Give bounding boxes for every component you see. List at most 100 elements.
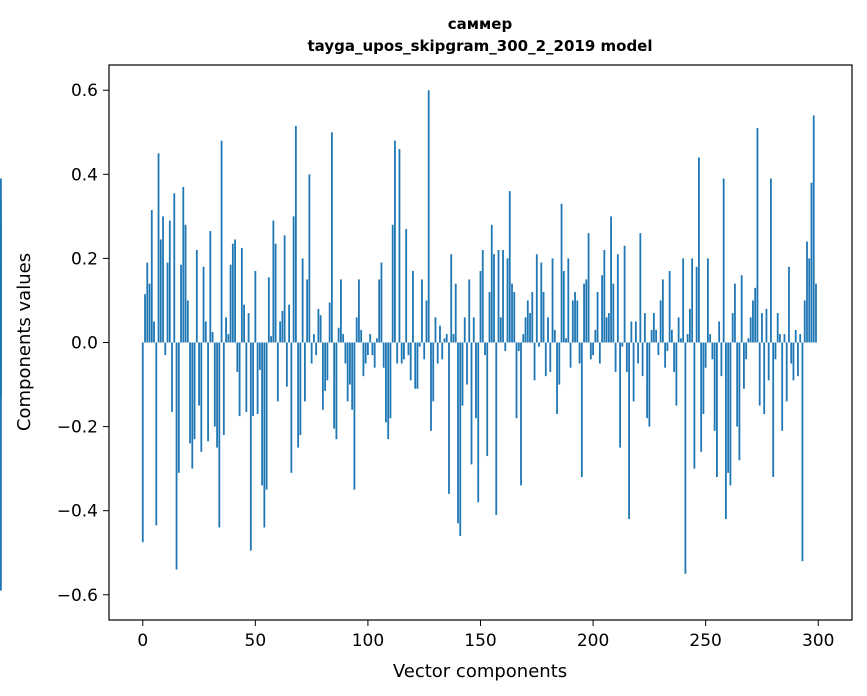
- bar: [779, 334, 781, 343]
- bar: [504, 342, 507, 351]
- x-tick-label: 300: [802, 631, 834, 651]
- bar: [641, 342, 644, 377]
- bar: [355, 317, 358, 343]
- bar: [601, 275, 603, 343]
- bar: [556, 342, 558, 414]
- bar: [385, 342, 387, 423]
- bar: [349, 342, 351, 385]
- bar: [459, 342, 462, 536]
- bar: [310, 342, 313, 364]
- bar: [207, 342, 209, 442]
- bar: [281, 310, 284, 343]
- bar: [502, 250, 504, 343]
- bar: [583, 283, 585, 343]
- bar: [621, 342, 624, 347]
- bar: [686, 334, 689, 343]
- bar: [331, 132, 333, 343]
- bar: [484, 342, 486, 356]
- bar: [297, 342, 300, 448]
- bar: [738, 342, 741, 461]
- bar: [340, 279, 342, 343]
- bar: [283, 235, 286, 343]
- bar: [394, 140, 396, 343]
- bar: [213, 342, 216, 427]
- x-tick-label: 250: [689, 631, 721, 651]
- bar: [337, 327, 340, 343]
- bar: [763, 342, 766, 414]
- bar: [623, 245, 626, 343]
- bar: [704, 342, 707, 368]
- bar: [675, 342, 678, 406]
- x-tick-label: 50: [245, 631, 267, 651]
- bar: [774, 342, 777, 360]
- bar: [211, 331, 214, 343]
- bar: [709, 334, 712, 343]
- bar: [547, 317, 549, 343]
- bar: [585, 279, 588, 343]
- bar: [790, 342, 793, 364]
- bar: [418, 342, 421, 347]
- y-tick-label: 0.4: [71, 165, 98, 185]
- bar: [173, 193, 176, 343]
- bar: [693, 342, 696, 469]
- bar: [308, 174, 311, 343]
- bar: [499, 317, 502, 343]
- bar: [767, 342, 770, 381]
- bar: [421, 279, 423, 343]
- bar: [184, 224, 187, 343]
- y-axis: 0.6 0.4 0.2 0.0 −0.2 −0.4 −0.6: [57, 81, 109, 606]
- bar: [734, 283, 736, 343]
- bar: [603, 250, 606, 343]
- bar: [497, 250, 500, 343]
- bar: [387, 342, 390, 440]
- bar: [468, 279, 471, 343]
- bar: [607, 313, 610, 343]
- bar: [698, 157, 700, 343]
- bar: [439, 325, 441, 343]
- bar: [643, 313, 646, 343]
- x-axis-label: Vector components: [393, 661, 567, 682]
- bar: [695, 266, 698, 343]
- bar: [202, 266, 205, 343]
- bar: [598, 342, 601, 364]
- bar: [146, 262, 149, 343]
- bar: [373, 342, 376, 368]
- bar: [279, 321, 282, 343]
- bar: [209, 231, 212, 343]
- bar: [652, 313, 655, 343]
- bar: [533, 342, 536, 381]
- bar: [668, 271, 671, 343]
- bar: [430, 342, 432, 431]
- bar: [144, 294, 146, 343]
- bar: [204, 321, 207, 343]
- bar: [758, 342, 761, 406]
- bar: [576, 300, 579, 343]
- y-tick-label: −0.6: [57, 586, 98, 606]
- bar: [306, 279, 309, 343]
- bar: [186, 300, 189, 343]
- bar: [571, 300, 574, 343]
- bar: [274, 243, 277, 343]
- bar: [522, 334, 525, 343]
- bar: [367, 342, 369, 356]
- bar: [594, 329, 597, 343]
- bar: [317, 308, 320, 343]
- bar: [454, 283, 457, 343]
- x-tick-label: 200: [577, 631, 609, 651]
- bar: [443, 338, 446, 343]
- bar: [716, 342, 718, 478]
- bar: [797, 342, 799, 377]
- bar: [479, 271, 482, 343]
- bar: [198, 342, 200, 406]
- bar: [740, 275, 743, 343]
- bar: [351, 342, 354, 410]
- bar: [475, 342, 477, 419]
- bar: [490, 224, 493, 343]
- bar: [765, 308, 768, 343]
- bar: [463, 317, 466, 343]
- bar: [515, 342, 518, 419]
- y-tick-label: 0.2: [71, 249, 98, 269]
- bar: [243, 304, 245, 343]
- bar: [661, 279, 664, 343]
- bar: [272, 220, 275, 343]
